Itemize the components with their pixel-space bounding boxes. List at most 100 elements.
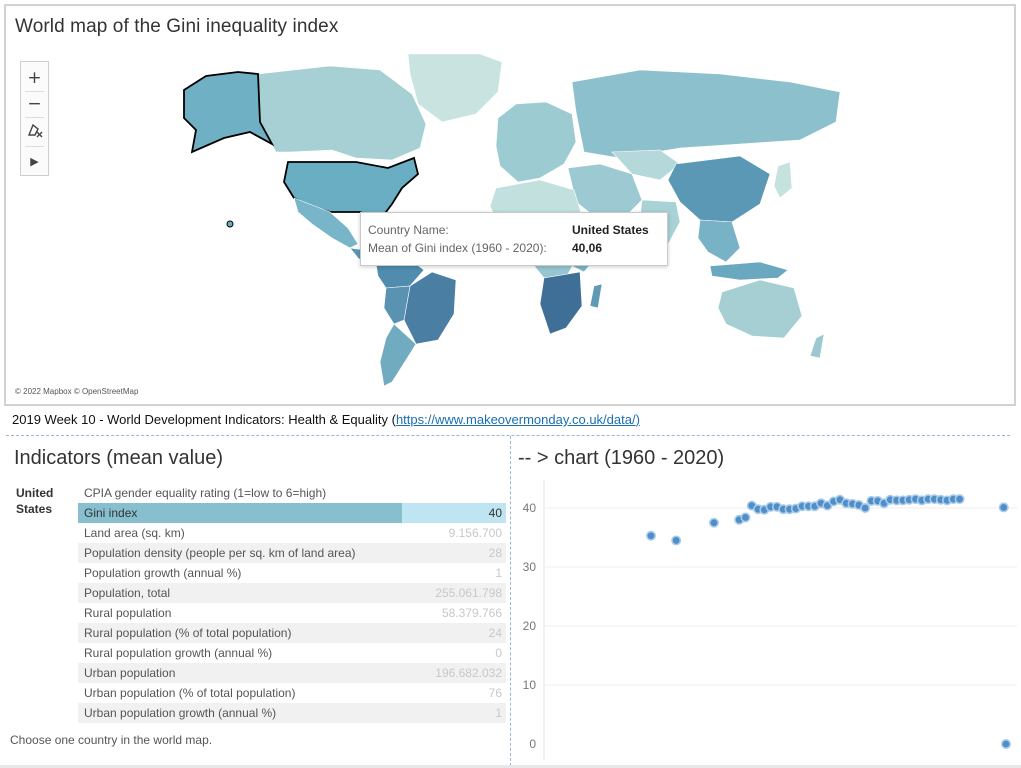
indicator-row[interactable]: Urban population growth (annual %) 1 xyxy=(78,703,506,723)
indicator-value: 9.156.700 xyxy=(448,526,502,540)
country-argentina-chile[interactable] xyxy=(379,323,417,387)
indicator-row[interactable]: Land area (sq. km) 9.156.700 xyxy=(78,523,506,543)
selected-country-label: United States xyxy=(16,486,54,516)
indicator-value: 0 xyxy=(495,646,502,660)
region-central-asia[interactable] xyxy=(611,149,681,181)
indicator-name: Rural population (% of total population) xyxy=(84,626,292,640)
country-russia[interactable] xyxy=(571,69,841,159)
indicator-row[interactable]: Rural population growth (annual %) 0 xyxy=(78,643,506,663)
country-china[interactable] xyxy=(667,155,771,223)
control-divider xyxy=(25,117,44,118)
tooltip-metric-value: 40,06 xyxy=(572,241,603,255)
country-australia[interactable] xyxy=(717,279,803,339)
region-indonesia[interactable] xyxy=(709,261,789,281)
source-line: 2019 Week 10 - World Development Indicat… xyxy=(12,412,640,427)
indicator-row[interactable]: Rural population 58.379.766 xyxy=(78,603,506,623)
zoom-in-button[interactable]: + xyxy=(27,68,42,88)
bottom-edge xyxy=(0,765,1021,768)
y-tick-label: 20 xyxy=(523,619,537,633)
country-japan[interactable] xyxy=(773,161,793,199)
indicator-bar-remainder xyxy=(401,503,506,523)
indicator-value: 28 xyxy=(488,546,502,560)
chart-points[interactable] xyxy=(646,494,1011,749)
indicator-row[interactable]: Population, total 255.061.798 xyxy=(78,583,506,603)
indicator-value: 24 xyxy=(488,626,502,640)
map-controls: + − ▶ xyxy=(20,61,49,176)
y-tick-label: 0 xyxy=(529,737,536,751)
source-link[interactable]: https://www.makeovermonday.co.uk/data/ xyxy=(395,412,636,427)
y-tick-label: 30 xyxy=(523,560,537,574)
zoom-out-button[interactable]: − xyxy=(27,94,42,114)
indicator-value: 1 xyxy=(495,566,502,580)
indicator-value: 58.379.766 xyxy=(441,606,502,620)
country-hawaii[interactable] xyxy=(226,220,234,228)
data-point[interactable] xyxy=(646,530,657,541)
indicator-bar-fill xyxy=(78,503,402,523)
country-new-zealand[interactable] xyxy=(809,333,825,359)
tooltip-metric-label: Mean of Gini index (1960 - 2020): xyxy=(368,241,547,255)
country-alaska[interactable] xyxy=(183,71,275,154)
indicator-value: 76 xyxy=(488,686,502,700)
country-madagascar[interactable] xyxy=(589,283,603,309)
indicator-row-selected[interactable]: Gini index 40 xyxy=(78,503,506,523)
control-divider xyxy=(25,146,44,147)
country-greenland[interactable] xyxy=(407,53,503,123)
y-tick-label: 40 xyxy=(523,501,537,515)
data-point[interactable] xyxy=(954,494,965,505)
country-brazil[interactable] xyxy=(403,271,457,345)
world-map[interactable] xyxy=(180,52,842,388)
vertical-divider xyxy=(510,436,511,766)
data-point[interactable] xyxy=(708,517,719,528)
indicator-row[interactable]: Rural population (% of total population)… xyxy=(78,623,506,643)
country-canada[interactable] xyxy=(257,65,427,161)
indicators-table: CPIA gender equality rating (1=low to 6=… xyxy=(78,483,506,723)
expand-toolbar-button[interactable]: ▶ xyxy=(30,155,39,168)
lasso-select-icon[interactable] xyxy=(21,120,48,144)
chart-grid xyxy=(543,480,1017,760)
indicator-value: 40 xyxy=(488,506,502,520)
country-peru-bolivia[interactable] xyxy=(383,285,411,325)
indicator-name: CPIA gender equality rating (1=low to 6=… xyxy=(84,486,327,500)
indicator-name: Population, total xyxy=(84,586,171,600)
indicator-name: Rural population growth (annual %) xyxy=(84,646,273,660)
map-panel: World map of the Gini inequality index xyxy=(4,4,1016,406)
indicator-row[interactable]: CPIA gender equality rating (1=low to 6=… xyxy=(78,483,506,503)
horizontal-divider xyxy=(6,435,1010,436)
map-title: World map of the Gini inequality index xyxy=(15,16,339,37)
tooltip-country-label: Country Name: xyxy=(368,223,449,237)
indicator-row[interactable]: Population density (people per sq. km of… xyxy=(78,543,506,563)
data-point[interactable] xyxy=(740,512,751,523)
indicator-name: Rural population xyxy=(84,606,172,620)
indicator-row[interactable]: Urban population 196.682.032 xyxy=(78,663,506,683)
region-europe[interactable] xyxy=(495,101,577,183)
indicator-value: 1 xyxy=(495,706,502,720)
indicator-name: Urban population xyxy=(84,666,176,680)
source-text: 2019 Week 10 - World Development Indicat… xyxy=(12,412,396,427)
indicator-row[interactable]: Urban population (% of total population)… xyxy=(78,683,506,703)
tooltip-country-value: United States xyxy=(572,223,649,237)
indicator-name: Gini index xyxy=(84,506,138,520)
indicator-name: Population density (people per sq. km of… xyxy=(84,546,356,560)
chart-y-axis: 40 30 20 10 0 xyxy=(523,501,537,751)
source-link-close[interactable]: ) xyxy=(635,412,640,427)
data-point[interactable] xyxy=(860,502,871,513)
region-middle-east[interactable] xyxy=(567,163,643,223)
indicators-title: Indicators (mean value) xyxy=(14,447,223,469)
data-point[interactable] xyxy=(671,535,682,546)
indicator-name: Population growth (annual %) xyxy=(84,566,242,580)
indicator-name: Urban population growth (annual %) xyxy=(84,706,277,720)
gini-scatter-chart[interactable]: 40 30 20 10 0 xyxy=(512,480,1017,764)
data-point[interactable] xyxy=(998,502,1009,513)
region-southeast-asia[interactable] xyxy=(697,219,741,263)
region-southern-africa[interactable] xyxy=(539,271,583,335)
indicator-row[interactable]: Population growth (annual %) 1 xyxy=(78,563,506,583)
data-point[interactable] xyxy=(1000,738,1011,749)
map-attribution: © 2022 Mapbox © OpenStreetMap xyxy=(15,387,139,396)
y-tick-label: 10 xyxy=(523,678,537,692)
control-divider xyxy=(25,91,44,92)
indicator-name: Urban population (% of total population) xyxy=(84,686,296,700)
map-tooltip: Country Name: United States Mean of Gini… xyxy=(360,212,668,266)
indicator-value: 196.682.032 xyxy=(435,666,502,680)
chart-title: -- > chart (1960 - 2020) xyxy=(518,447,725,469)
indicator-value: 255.061.798 xyxy=(435,586,502,600)
